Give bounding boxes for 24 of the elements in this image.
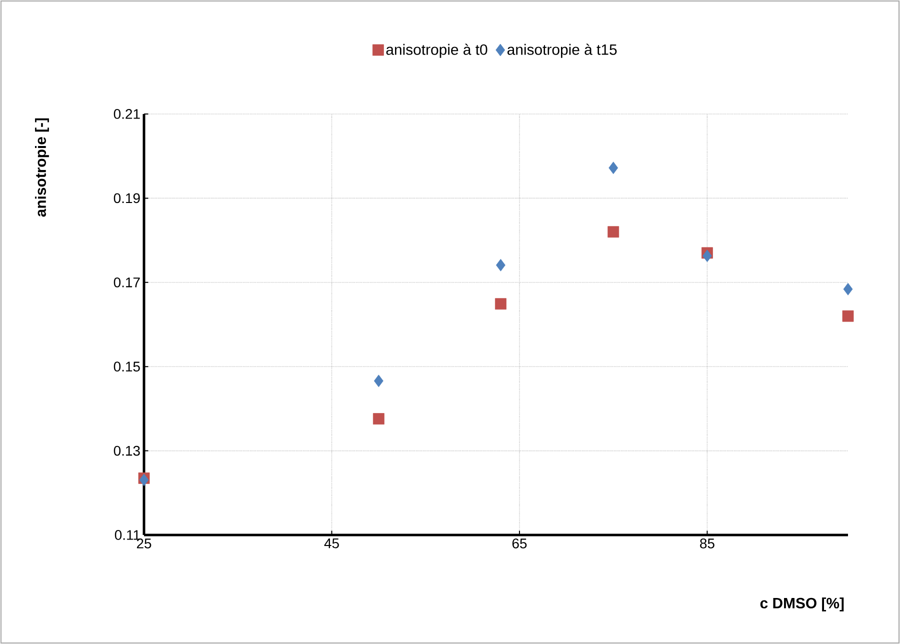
point: [608, 226, 620, 238]
x-tick-label: 25: [136, 538, 152, 548]
point: [842, 310, 854, 322]
x-tick-label: 45: [324, 538, 339, 548]
point: [139, 474, 149, 486]
y-tick-label: 0.17: [114, 277, 140, 288]
y-tick-label: 0.21: [114, 109, 140, 119]
point: [496, 258, 506, 272]
y-tick-label: 0.11: [114, 530, 140, 540]
point: [702, 250, 712, 262]
x-tick-label: 85: [700, 538, 714, 548]
y-tick-label: 0.13: [114, 446, 140, 456]
point: [494, 298, 506, 310]
point: [608, 162, 618, 174]
legend-label: anisotropie à t15: [507, 44, 617, 58]
point: [372, 413, 384, 424]
x-axis-title: c DMSO [%]: [760, 597, 844, 612]
legend-label: anisotropie à t0: [386, 44, 488, 58]
y-axis-title: anisotropie [-]: [35, 118, 49, 217]
point: [843, 282, 853, 296]
x-tick-label: 65: [512, 538, 527, 548]
y-tick-label: 0.19: [114, 193, 140, 204]
point: [374, 374, 384, 388]
y-tick-label: 0.15: [114, 362, 140, 372]
